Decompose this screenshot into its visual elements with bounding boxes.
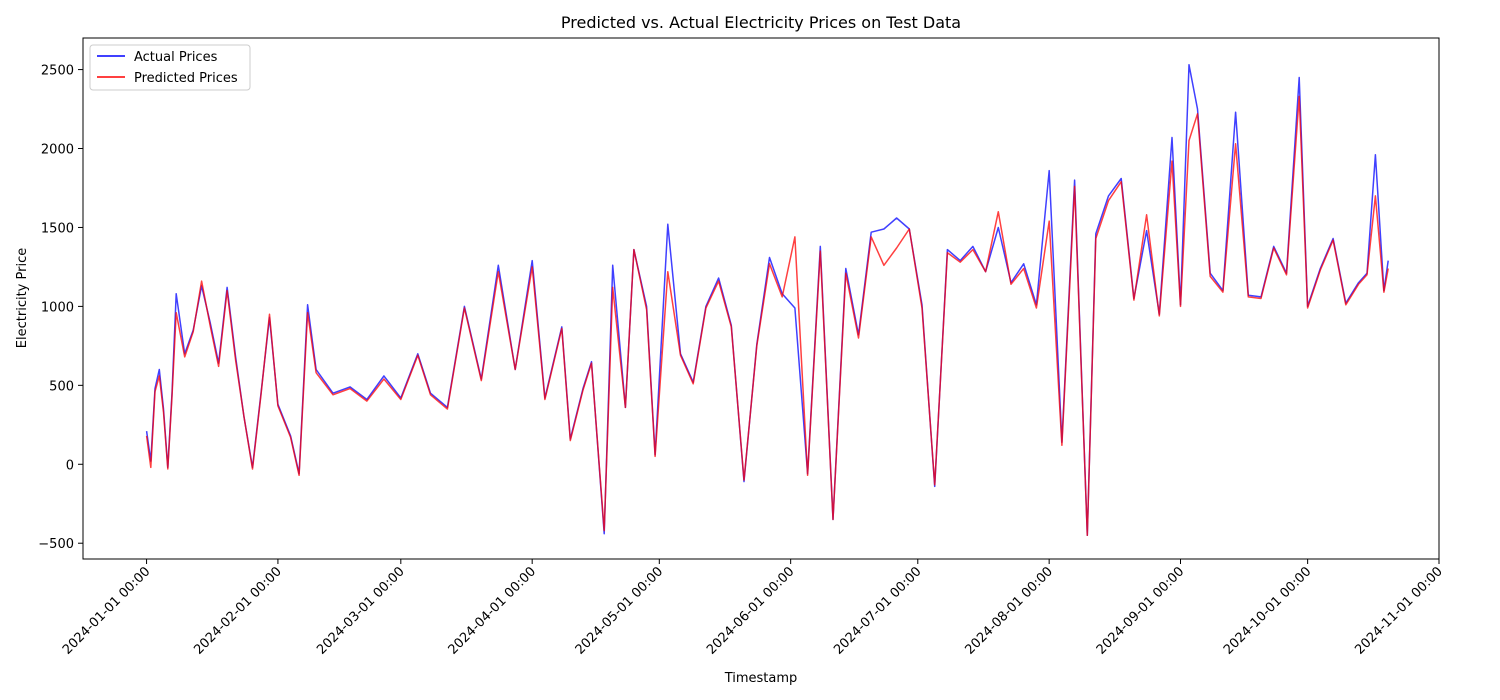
chart-title: Predicted vs. Actual Electricity Prices …	[561, 13, 961, 32]
x-tick-label: 2024-10-01 00:00	[1221, 564, 1314, 657]
x-tick-label: 2024-07-01 00:00	[831, 564, 924, 657]
y-tick-label: 500	[49, 379, 74, 394]
x-axis-ticks: 2024-01-01 00:00 2024-02-01 00:00 2024-03-…	[60, 559, 1446, 658]
x-tick-label: 2024-06-01 00:00	[704, 564, 797, 657]
x-axis-label: Timestamp	[724, 671, 798, 686]
legend: Actual Prices Predicted Prices	[89, 44, 251, 91]
legend-label-predicted: Predicted Prices	[134, 71, 238, 86]
y-axis-label: Electricity Price	[15, 248, 30, 348]
x-tick-label: 2024-09-01 00:00	[1094, 564, 1187, 657]
y-tick-label: 1500	[41, 221, 74, 236]
series-layer	[145, 64, 1389, 537]
y-tick-label: −500	[38, 537, 74, 552]
x-tick-label: 2024-01-01 00:00	[60, 564, 153, 657]
series-line-actual	[145, 64, 1389, 537]
y-tick-label: 2000	[41, 143, 74, 158]
legend-box	[89, 44, 251, 91]
x-tick-label: 2024-08-01 00:00	[963, 564, 1056, 657]
x-tick-label: 2024-04-01 00:00	[446, 564, 539, 657]
y-axis-ticks: −500 0 500 1000 1500 2000 2500	[38, 64, 83, 552]
legend-label-actual: Actual Prices	[134, 50, 218, 65]
y-tick-label: 2500	[41, 64, 74, 79]
x-tick-label: 2024-11-01 00:00	[1352, 564, 1445, 657]
plot-area-frame	[82, 37, 1440, 560]
x-tick-label: 2024-05-01 00:00	[573, 564, 666, 657]
series-line-predicted	[145, 95, 1389, 537]
x-tick-label: 2024-03-01 00:00	[314, 564, 407, 657]
x-tick-label: 2024-02-01 00:00	[191, 564, 284, 657]
y-tick-label: 0	[66, 458, 74, 473]
y-tick-label: 1000	[41, 300, 74, 315]
